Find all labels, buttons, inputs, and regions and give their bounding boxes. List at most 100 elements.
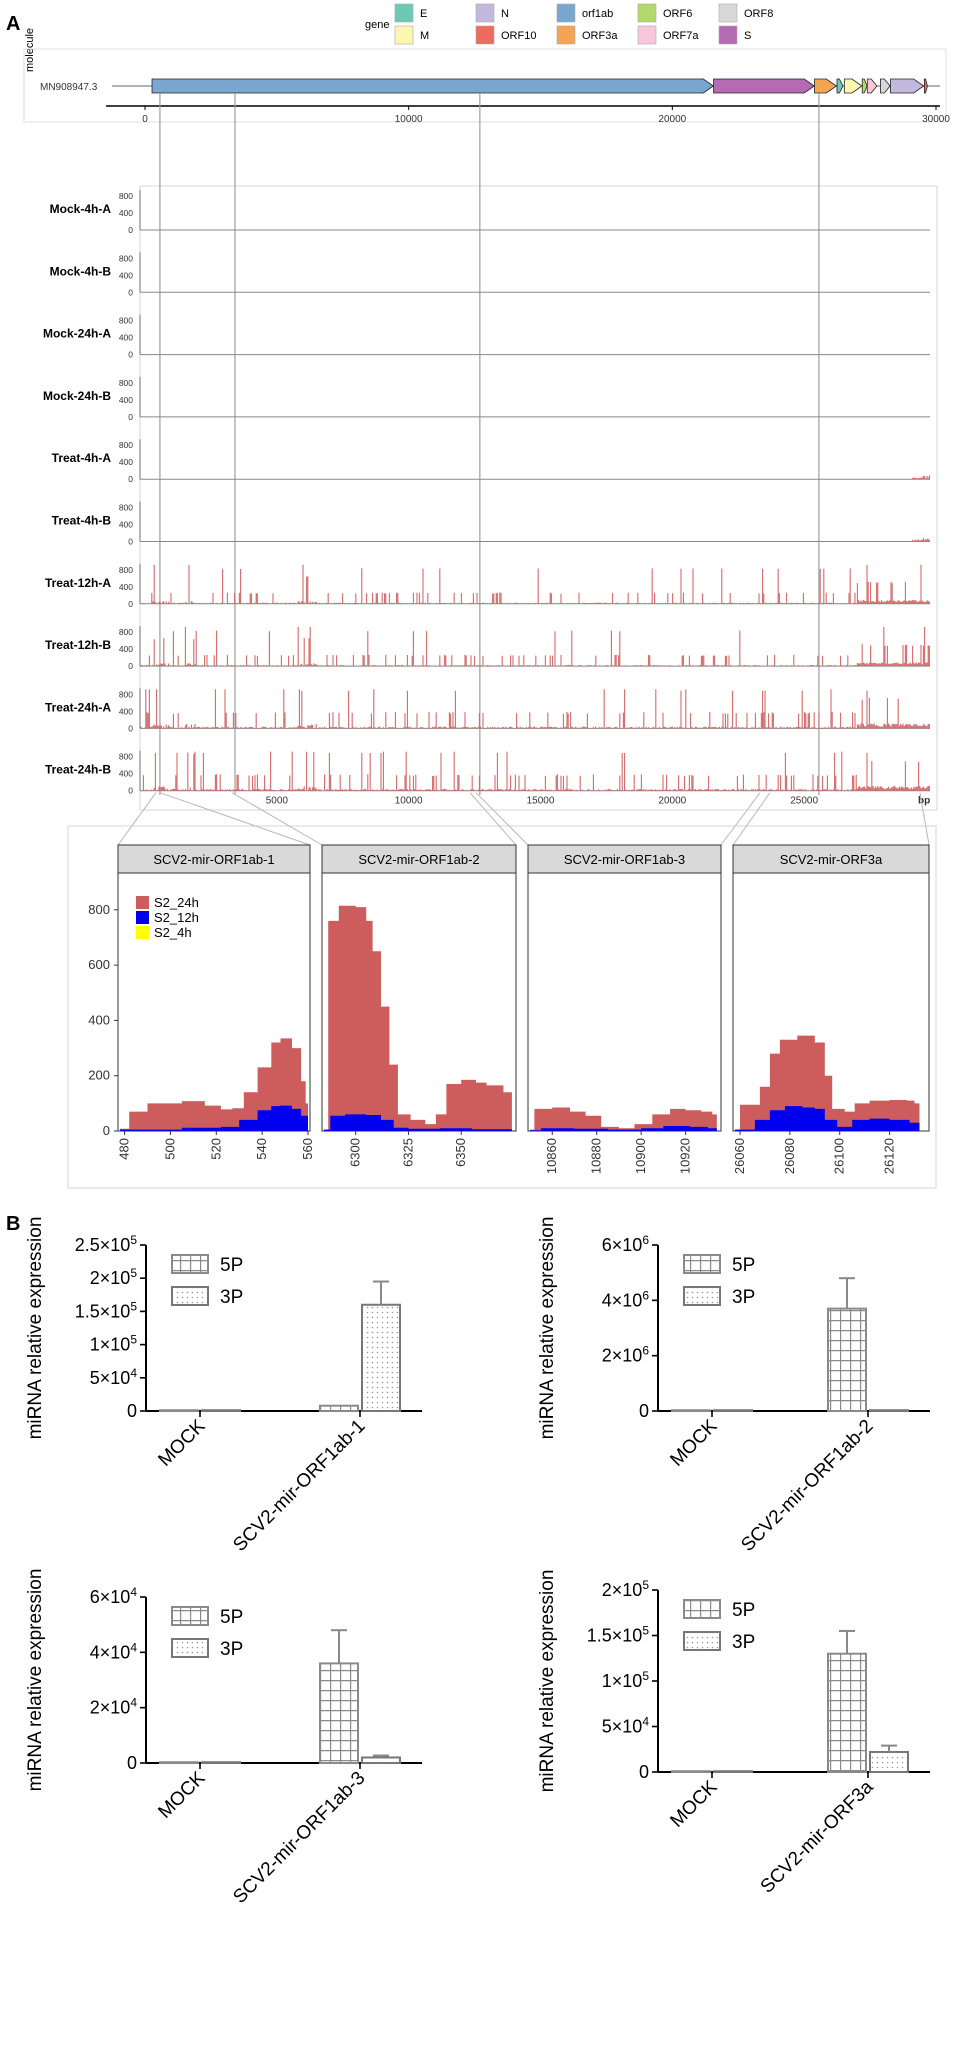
track-y-tick-treat-12h-a-800: 800 [119,565,133,575]
molecule-label: MN908947.3 [40,82,98,93]
gene-legend-label-s: S [744,30,751,42]
zoom-y-tick-600: 600 [88,957,110,972]
facet-x-tick-scv2-mir-orf1ab-2-6325: 6325 [400,1138,415,1167]
track-y-tick-mock-4h-a-400: 400 [119,208,133,218]
track-label-mock-24h-b: Mock-24h-B [43,389,111,403]
track-y-tick-treat-24h-b-0: 0 [128,786,133,796]
track-coverage-treat-4h-b [912,537,930,542]
gene-map-x-tick-label-0: 0 [142,114,148,125]
gene-legend-swatch-n [475,3,495,23]
gene-legend-label-m: M [420,30,429,42]
gene-legend-swatch-s [718,25,738,45]
facet-area-s2-24h-scv2-mir-orf3a [735,1035,920,1131]
zoom-y-tick-400: 400 [88,1012,110,1027]
track-y-tick-mock-4h-b-400: 400 [119,270,133,280]
facet-x-tick-scv2-mir-orf1ab-3-10880: 10880 [589,1138,604,1174]
track-label-mock-24h-a: Mock-24h-A [43,327,111,341]
gene-legend-label-orf8: ORF8 [744,8,773,20]
chart-4-y-tick-label-4: 2×105 [602,1578,650,1600]
chart-1-legend-swatch-5p [171,1254,209,1274]
gene-legend-label-orf10: ORF10 [501,30,536,42]
track-label-treat-24h-b: Treat-24h-B [45,763,111,777]
gene-legend-label-e: E [420,8,427,20]
zoom-guide-line-5 [475,792,529,846]
chart-4-y-tick-label-1: 5×104 [602,1715,650,1737]
track-y-tick-mock-24h-b-400: 400 [119,395,133,405]
chart-1-y-tick-label-5: 2.5×105 [75,1233,138,1255]
track-label-treat-12h-b: Treat-12h-B [45,638,111,652]
gene-legend-label-orf1ab: orf1ab [582,8,613,20]
chart-3-y-tick-label-2: 4×104 [90,1640,138,1662]
gene-arrow-orf8 [880,78,891,94]
gene-arrow-e [836,78,844,94]
facet-x-tick-scv2-mir-orf1ab-1-540: 540 [254,1138,269,1160]
track-y-tick-treat-4h-b-800: 800 [119,503,133,513]
chart-2-legend-label-3p: 3P [732,1287,755,1308]
chart-1-y-label: miRNA relative expression [25,1217,46,1440]
chart-2-bar-5p-mock [671,1409,711,1412]
track-label-treat-4h-b: Treat-4h-B [52,514,112,528]
zoom-legend-label-s2-12h: S2_12h [154,910,199,925]
chart-2-y-tick-label-3: 6×106 [602,1233,650,1255]
chart-1-y-tick-label-0: 0 [127,1401,137,1421]
facet-x-tick-scv2-mir-orf1ab-3-10920: 10920 [678,1138,693,1174]
track-y-tick-mock-4h-a-800: 800 [119,191,133,201]
track-coverage-treat-12h-a [140,564,930,604]
track-y-tick-treat-4h-a-400: 400 [119,457,133,467]
track-y-tick-treat-4h-a-0: 0 [128,474,133,484]
zoom-guide-line-8 [919,792,930,846]
track-y-tick-treat-12h-b-400: 400 [119,644,133,654]
facet-title-scv2-mir-orf1ab-3: SCV2-mir-ORF1ab-3 [564,852,685,867]
chart-4-bar-5p-scv2-mir-orf3a [827,1652,867,1773]
zoom-guide-line-7 [732,792,771,846]
track-y-tick-treat-24h-b-400: 400 [119,769,133,779]
track-y-tick-mock-24h-a-800: 800 [119,316,133,326]
chart-1-legend-label-3p: 3P [220,1287,243,1308]
track-y-tick-treat-24h-a-400: 400 [119,706,133,716]
chart-1-y-tick-label-2: 1×105 [90,1333,138,1355]
coverage-x-tick-25000: 25000 [790,796,818,807]
track-y-tick-treat-12h-a-400: 400 [119,582,133,592]
facet-x-tick-scv2-mir-orf1ab-1-520: 520 [208,1138,223,1160]
track-label-treat-12h-a: Treat-12h-A [45,576,111,590]
facet-area-s2-12h-scv2-mir-orf1ab-2 [324,1114,512,1131]
facet-area-s2-24h-scv2-mir-orf1ab-2 [324,905,512,1131]
track-y-tick-treat-24h-a-800: 800 [119,689,133,699]
panel-b-layer: B 0 5×104 1×105 1.5×105 2×105 2.5×105 miRNA rel… [6,1213,930,1908]
chart-4-legend-swatch-5p [683,1599,721,1619]
gene-legend-swatch-e [394,3,414,23]
chart-1-legend-swatch-3p [171,1286,209,1306]
track-y-tick-mock-4h-a-0: 0 [128,225,133,235]
gene-legend-swatch-m [394,25,414,45]
facet-x-tick-scv2-mir-orf1ab-2-6350: 6350 [453,1138,468,1167]
track-y-tick-mock-24h-b-800: 800 [119,378,133,388]
track-coverage-treat-12h-b [140,627,930,667]
gene-map-frame [23,48,947,123]
chart-3-x-tick-label-mock: MOCK [154,1767,209,1822]
zoom-legend-swatch-s2-4h [136,926,149,939]
gene-legend-swatch-orf10 [475,25,495,45]
chart-4-y-tick-label-3: 1.5×105 [587,1624,650,1646]
facet-title-scv2-mir-orf3a: SCV2-mir-ORF3a [780,852,883,867]
chart-3-bar-3p-mock [201,1761,241,1764]
chart-1-y-tick-label-3: 1.5×105 [75,1299,138,1321]
gene-legend-swatch-orf3a [556,25,576,45]
chart-3-legend-swatch-3p [171,1638,209,1658]
chart-4-bar-3p-scv2-mir-orf3a [869,1750,909,1773]
chart-3-x-tick-label-scv2-mir-orf1ab-3: SCV2-mir-ORF1ab-3 [229,1768,369,1908]
track-label-mock-4h-b: Mock-4h-B [50,264,112,278]
gene-arrow-orf10 [923,78,928,94]
facet-x-tick-scv2-mir-orf3a-26100: 26100 [832,1138,847,1174]
chart-4-legend-label-3p: 3P [732,1632,755,1653]
chart-4-legend-swatch-3p [683,1631,721,1651]
track-y-tick-treat-4h-b-0: 0 [128,537,133,547]
track-coverage-treat-24h-a [140,689,930,729]
facet-area-s2-12h-scv2-mir-orf1ab-1 [120,1105,308,1131]
chart-3-legend-label-3p: 3P [220,1639,243,1660]
facet-title-scv2-mir-orf1ab-2: SCV2-mir-ORF1ab-2 [358,852,479,867]
chart-2-bar-5p-scv2-mir-orf1ab-2 [827,1307,867,1412]
gene-legend-label-orf6: ORF6 [663,8,692,20]
facet-strip-scv2-mir-orf1ab-3 [527,844,722,874]
chart-2-x-tick-label-scv2-mir-orf1ab-2: SCV2-mir-ORF1ab-2 [737,1416,877,1556]
gene-legend-swatch-orf6 [637,3,657,23]
